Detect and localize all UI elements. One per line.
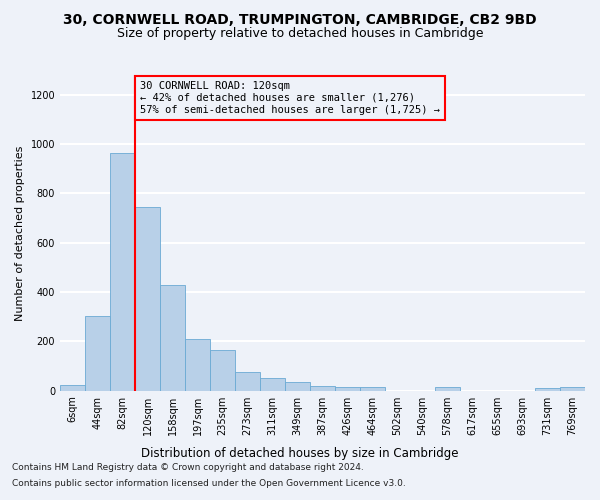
Bar	[210, 350, 235, 391]
Text: Contains public sector information licensed under the Open Government Licence v3: Contains public sector information licen…	[12, 478, 406, 488]
Text: Distribution of detached houses by size in Cambridge: Distribution of detached houses by size …	[141, 448, 459, 460]
Bar	[110, 152, 135, 391]
Bar	[335, 387, 360, 391]
Bar	[60, 384, 85, 391]
Bar	[85, 316, 110, 391]
Text: Contains HM Land Registry data © Crown copyright and database right 2024.: Contains HM Land Registry data © Crown c…	[12, 464, 364, 472]
Bar	[535, 388, 560, 391]
Bar	[310, 386, 335, 391]
Text: 30, CORNWELL ROAD, TRUMPINGTON, CAMBRIDGE, CB2 9BD: 30, CORNWELL ROAD, TRUMPINGTON, CAMBRIDG…	[63, 12, 537, 26]
Bar	[135, 207, 160, 391]
Y-axis label: Number of detached properties: Number of detached properties	[15, 145, 25, 320]
Text: 30 CORNWELL ROAD: 120sqm
← 42% of detached houses are smaller (1,276)
57% of sem: 30 CORNWELL ROAD: 120sqm ← 42% of detach…	[140, 82, 440, 114]
Bar	[235, 372, 260, 391]
Bar	[185, 339, 210, 391]
Bar	[360, 387, 385, 391]
Bar	[560, 387, 585, 391]
Bar	[435, 387, 460, 391]
Bar	[285, 382, 310, 391]
Text: Size of property relative to detached houses in Cambridge: Size of property relative to detached ho…	[117, 28, 483, 40]
Bar	[160, 284, 185, 391]
Bar	[260, 378, 285, 391]
